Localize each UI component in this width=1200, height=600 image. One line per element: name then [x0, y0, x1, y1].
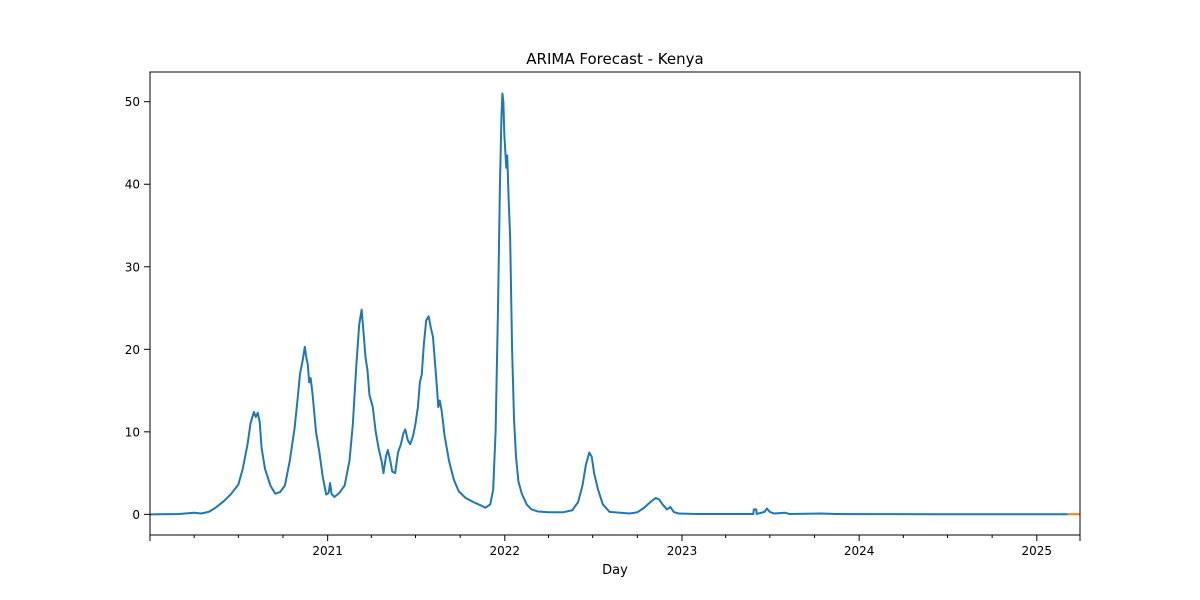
chart-title: ARIMA Forecast - Kenya	[526, 50, 703, 68]
x-tick-label: 2023	[667, 544, 698, 558]
y-tick-label: 30	[125, 260, 140, 274]
series-line-1	[149, 92, 1068, 516]
y-axis: 0 10 20 30 40 50	[125, 95, 150, 522]
y-tick-label: 20	[125, 343, 140, 357]
x-tick-label: 2024	[844, 544, 875, 558]
y-tick-label: 0	[132, 508, 140, 522]
x-tick-label: 2021	[312, 544, 343, 558]
plot-frame	[149, 71, 1081, 536]
y-tick-label: 10	[125, 425, 140, 439]
x-tick-label: 2025	[1022, 544, 1053, 558]
x-tick-label: 2022	[490, 544, 521, 558]
y-tick-label: 40	[125, 178, 140, 192]
y-tick-label: 50	[125, 95, 140, 109]
series-layer	[149, 92, 1080, 516]
x-axis-label: Day	[602, 563, 628, 578]
x-axis: 2021 2022 2023 2024 2025	[149, 535, 1081, 558]
